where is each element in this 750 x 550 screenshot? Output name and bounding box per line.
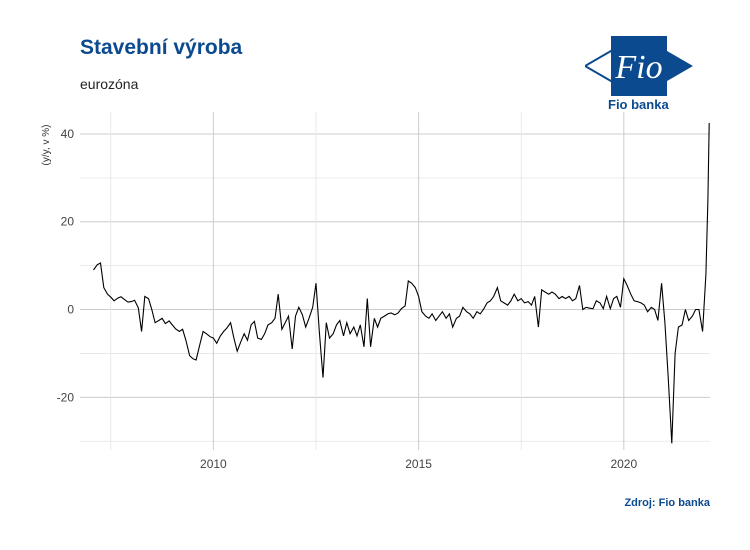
chart-title: Stavební výroba	[80, 36, 243, 59]
y-tick-label: 40	[61, 127, 75, 141]
y-axis-ticks: -20 0 20 40	[57, 127, 75, 404]
source-note: Zdroj: Fio banka	[624, 497, 710, 509]
logo-name: Fio banka	[608, 97, 669, 112]
x-tick-label: 2010	[200, 457, 227, 471]
x-axis-ticks: 2010 2015 2020	[200, 457, 637, 471]
fio-logo-icon: Fio	[585, 36, 693, 96]
y-tick-label: 20	[61, 215, 75, 229]
y-axis-label: (y/y, v %)	[41, 125, 52, 166]
logo-mark-text: Fio	[614, 49, 662, 86]
y-tick-label: 0	[67, 303, 74, 317]
series-line	[93, 122, 710, 444]
x-tick-label: 2015	[405, 457, 432, 471]
y-tick-label: -20	[57, 390, 75, 404]
chart-grid	[80, 112, 710, 450]
x-tick-label: 2020	[610, 457, 637, 471]
chart-subtitle: eurozóna	[80, 76, 139, 92]
